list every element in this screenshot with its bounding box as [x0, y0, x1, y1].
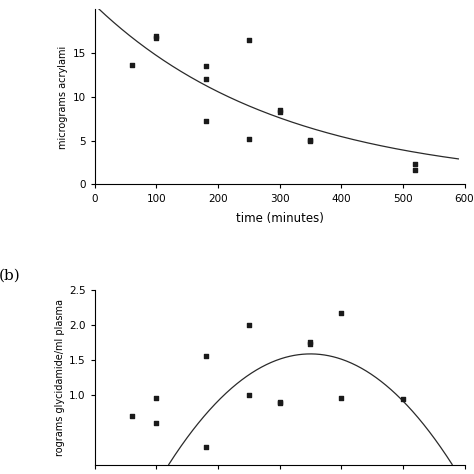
Point [128, 61, 136, 68]
Y-axis label: micrograms acrylami: micrograms acrylami [58, 46, 68, 149]
Point [245, 36, 253, 44]
Point [153, 35, 160, 42]
Point [245, 321, 253, 328]
Point [245, 135, 253, 143]
Point [411, 167, 419, 174]
Point [153, 32, 160, 39]
Point [399, 396, 407, 403]
Point [202, 63, 210, 70]
Point [307, 137, 314, 145]
Point [411, 161, 419, 168]
Point [307, 340, 314, 348]
Point [307, 338, 314, 346]
X-axis label: time (minutes): time (minutes) [236, 212, 324, 225]
Point [202, 352, 210, 360]
Y-axis label: rograms glycidamide/ml plasma: rograms glycidamide/ml plasma [55, 299, 65, 456]
Point [153, 419, 160, 426]
Point [276, 106, 283, 114]
Point [276, 399, 283, 407]
Point [202, 118, 210, 125]
Point [202, 443, 210, 451]
Text: (b): (b) [0, 268, 20, 283]
Point [202, 76, 210, 83]
Point [307, 136, 314, 144]
Point [337, 310, 345, 317]
Point [276, 108, 283, 116]
Point [128, 412, 136, 419]
Point [245, 391, 253, 398]
Point [153, 394, 160, 402]
Point [337, 394, 345, 402]
Point [276, 398, 283, 405]
